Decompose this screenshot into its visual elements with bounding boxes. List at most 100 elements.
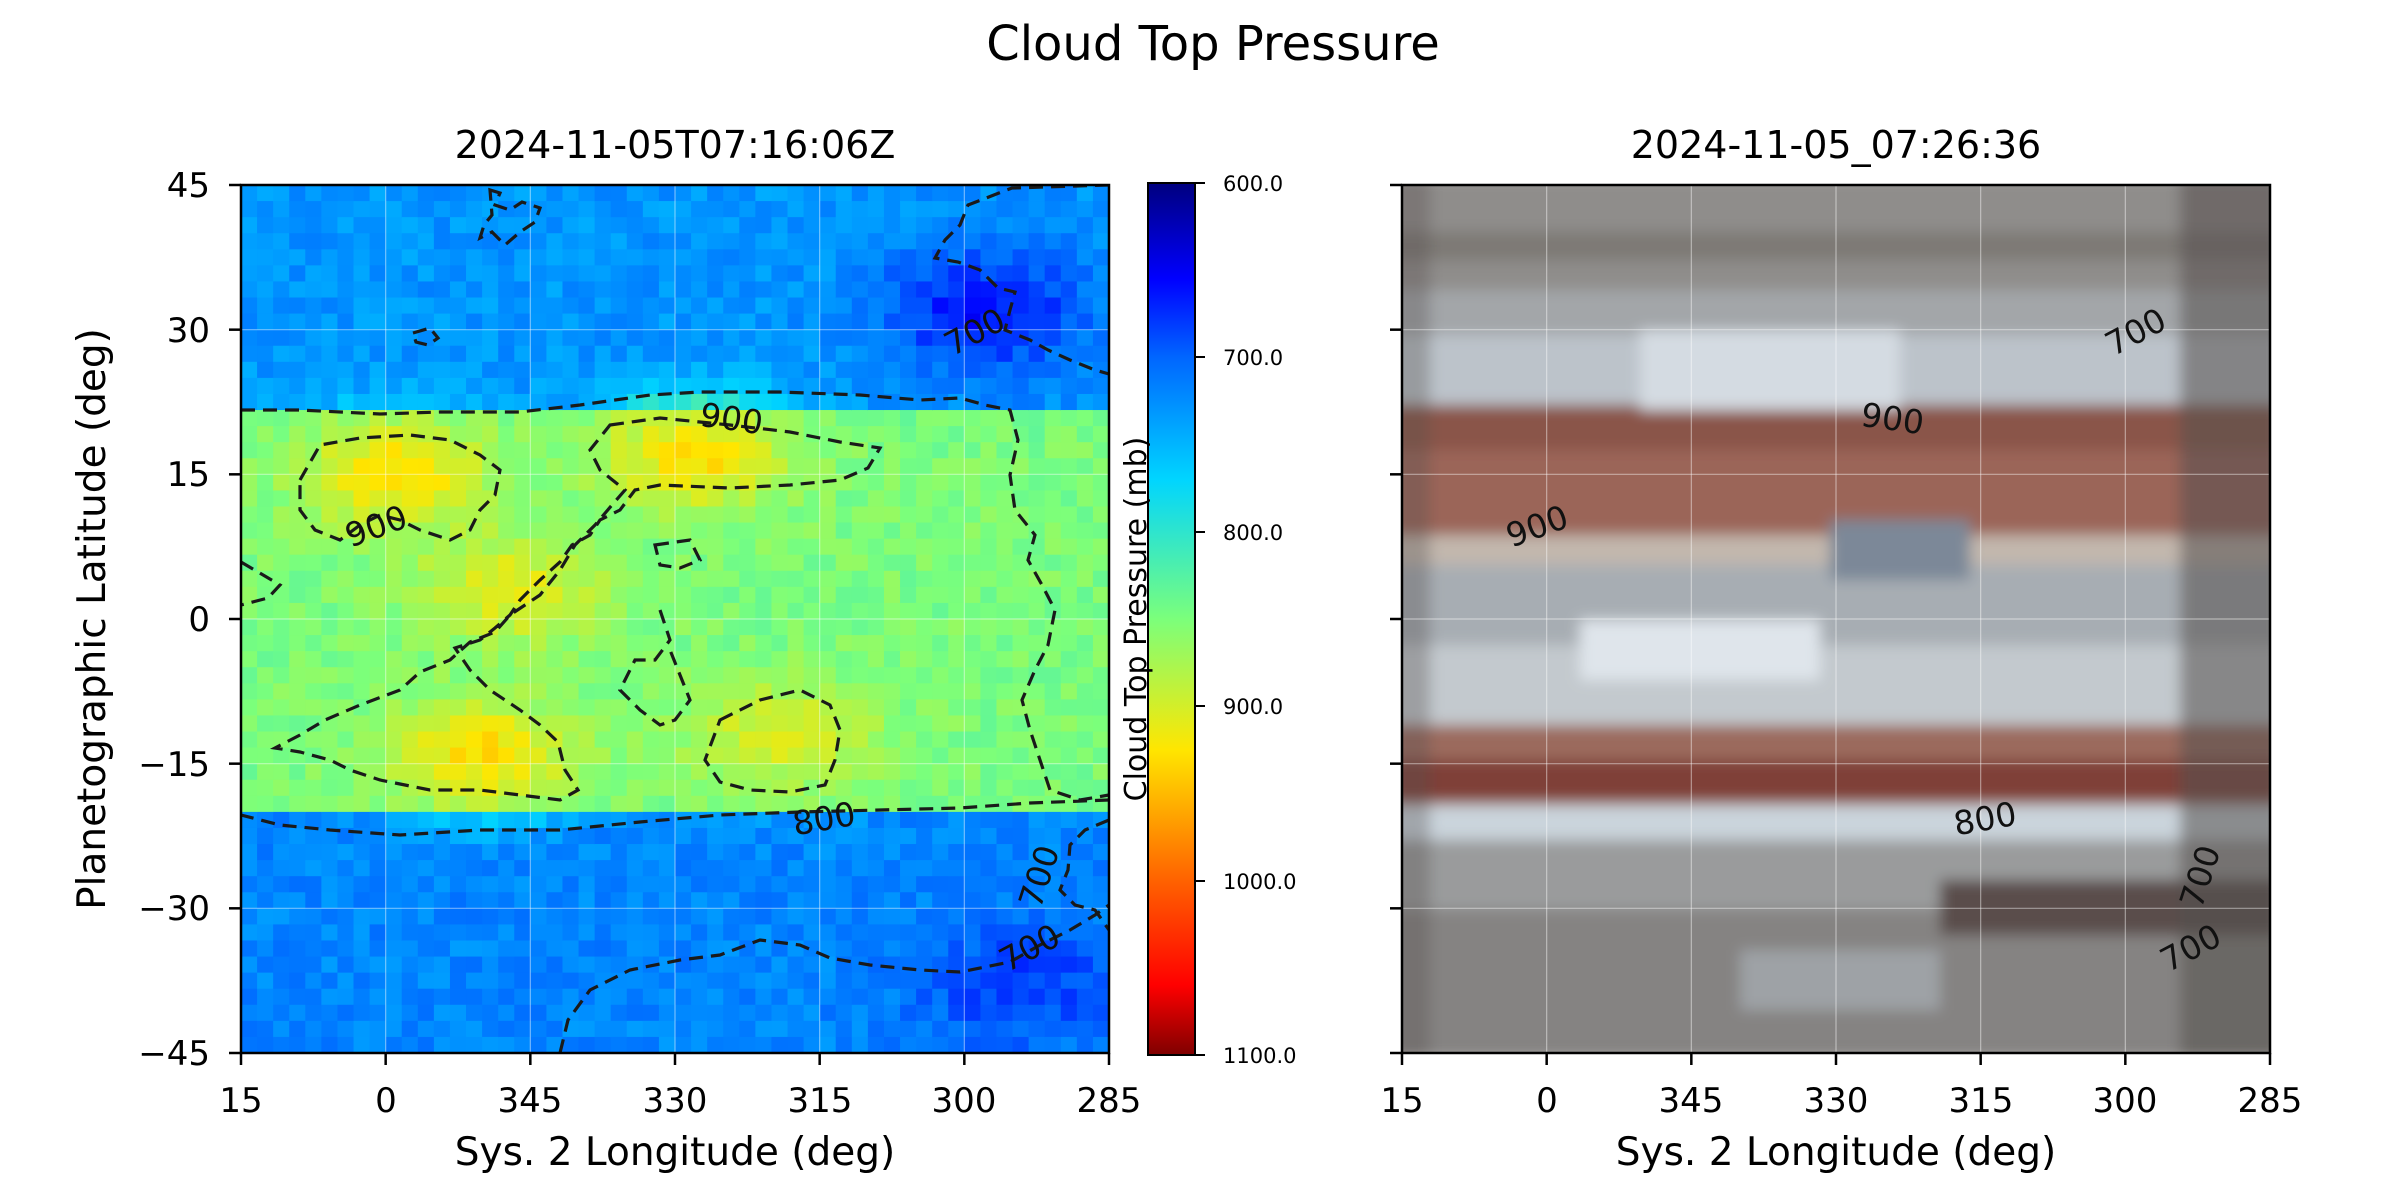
heatmap-cell — [273, 490, 290, 508]
heatmap-cell — [610, 361, 628, 379]
heatmap-cell — [900, 554, 917, 572]
heatmap-cell — [289, 651, 306, 668]
heatmap-cell — [883, 297, 901, 315]
heatmap-cell — [417, 795, 435, 813]
heatmap-cell — [626, 924, 644, 942]
heatmap-cell — [514, 731, 531, 749]
heatmap-cell — [305, 586, 322, 604]
heatmap-cell — [916, 217, 933, 234]
heatmap-cell — [449, 361, 467, 379]
heatmap-cell — [401, 233, 419, 250]
heatmap-cell — [385, 281, 403, 299]
heatmap-cell — [530, 410, 547, 427]
heatmap-cell — [1092, 827, 1109, 845]
heatmap-cell — [241, 1004, 258, 1022]
heatmap-cell — [707, 972, 724, 990]
heatmap-cell — [932, 586, 949, 604]
heatmap-cell — [273, 345, 290, 363]
heatmap-cell — [964, 185, 981, 202]
heatmap-cell — [883, 474, 901, 491]
heatmap-cell — [1092, 297, 1109, 315]
heatmap-cell — [723, 651, 740, 668]
heatmap-cell — [851, 426, 869, 443]
heatmap-cell — [433, 506, 451, 524]
heatmap-cell — [466, 860, 483, 877]
heatmap-cell — [867, 201, 885, 218]
heatmap-cell — [578, 908, 596, 925]
heatmap-cell — [1044, 490, 1062, 508]
heatmap-cell — [337, 619, 355, 636]
heatmap-cell — [658, 490, 676, 508]
heatmap-cell — [449, 554, 467, 572]
heatmap-cell — [755, 185, 773, 202]
heatmap-cell — [498, 811, 515, 829]
heatmap-cell — [546, 715, 564, 733]
heatmap-cell — [835, 538, 853, 556]
heatmap-cell — [1012, 956, 1030, 974]
heatmap-cell — [771, 1036, 789, 1053]
heatmap-cell — [964, 876, 981, 893]
heatmap-cell — [385, 908, 403, 925]
heatmap-cell — [1060, 265, 1078, 283]
heatmap-cell — [916, 715, 933, 733]
heatmap-cell — [562, 1036, 580, 1053]
heatmap-cell — [1044, 458, 1062, 475]
heatmap-cell — [626, 442, 644, 459]
heatmap-cell — [723, 586, 740, 604]
heatmap-cell — [353, 811, 371, 829]
heatmap-cell — [369, 619, 387, 636]
heatmap-cell — [803, 908, 821, 925]
heatmap-cell — [691, 281, 708, 299]
heatmap-cell — [948, 795, 965, 813]
heatmap-cell — [321, 1036, 339, 1053]
heatmap-cell — [1076, 554, 1094, 572]
heatmap-cell — [883, 763, 901, 781]
heatmap-cell — [691, 313, 708, 331]
heatmap-cell — [675, 522, 692, 540]
heatmap-cell — [626, 827, 644, 845]
heatmap-cell — [948, 892, 965, 909]
heatmap-cell — [980, 779, 998, 797]
heatmap-cell — [996, 506, 1014, 524]
heatmap-cell — [787, 329, 805, 347]
heatmap-cell — [948, 1036, 965, 1053]
heatmap-cell — [257, 442, 274, 459]
heatmap-cell — [594, 490, 612, 508]
heatmap-cell — [305, 185, 322, 202]
heatmap-cell — [642, 361, 660, 379]
heatmap-cell — [658, 297, 676, 315]
heatmap-cell — [594, 538, 612, 556]
heatmap-cell — [691, 731, 708, 749]
heatmap-cell — [707, 345, 724, 363]
heatmap-cell — [787, 313, 805, 331]
heatmap-cell — [610, 458, 628, 475]
heatmap-cell — [642, 876, 660, 893]
heatmap-cell — [530, 683, 547, 700]
heatmap-cell — [642, 651, 660, 668]
heatmap-cell — [916, 538, 933, 556]
heatmap-cell — [964, 827, 981, 845]
heatmap-cell — [1092, 265, 1109, 283]
heatmap-cell — [289, 538, 306, 556]
heatmap-cell — [578, 490, 596, 508]
heatmap-cell — [417, 458, 435, 475]
heatmap-cell — [417, 297, 435, 315]
right-xlabel: Sys. 2 Longitude (deg) — [1616, 1130, 2056, 1175]
heatmap-cell — [900, 892, 917, 909]
heatmap-cell — [578, 233, 596, 250]
heatmap-cell — [289, 635, 306, 652]
heatmap-cell — [273, 570, 290, 588]
heatmap-cell — [883, 1020, 901, 1038]
heatmap-cell — [1060, 281, 1078, 299]
heatmap-cell — [1092, 747, 1109, 765]
heatmap-cell — [273, 249, 290, 266]
heatmap-cell — [707, 217, 724, 234]
heatmap-cell — [610, 763, 628, 781]
heatmap-cell — [1060, 538, 1078, 556]
heatmap-cell — [739, 506, 756, 524]
heatmap-cell — [755, 522, 773, 540]
heatmap-cell — [546, 1020, 564, 1038]
heatmap-cell — [980, 217, 998, 234]
heatmap-cell — [449, 699, 467, 717]
heatmap-cell — [964, 522, 981, 540]
